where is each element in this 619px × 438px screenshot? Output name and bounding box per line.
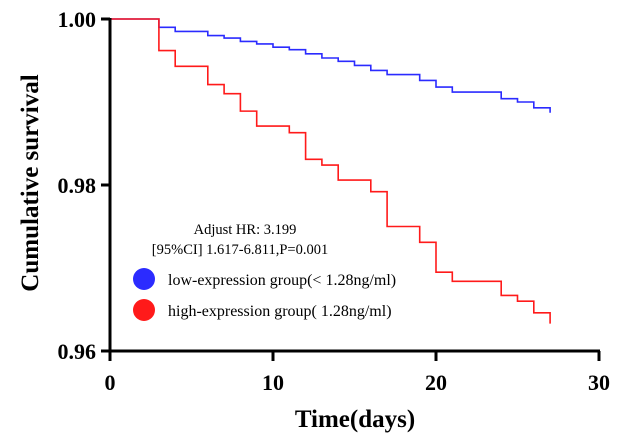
high-expression-survival-line xyxy=(110,18,551,324)
x-tick-label: 10 xyxy=(262,370,284,395)
x-axis-title: Time(days) xyxy=(295,406,415,433)
ci-annotation: [95%CI] 1.617-6.811,P=0.001 xyxy=(152,242,328,258)
legend-marker-high xyxy=(133,299,155,321)
legend-marker-low xyxy=(133,268,155,290)
y-axis-title: Cumulative survival xyxy=(17,74,44,291)
low-expression-survival-line xyxy=(110,18,551,113)
legend-label-low: low-expression group(< 1.28ng/ml) xyxy=(168,272,396,289)
y-tick-label: 1.00 xyxy=(58,7,97,32)
y-tick-label: 0.98 xyxy=(58,173,97,198)
plot-series-group xyxy=(110,18,551,324)
y-tick-label: 0.96 xyxy=(58,339,97,364)
x-tick-label: 0 xyxy=(105,370,116,395)
legend-label-high: high-expression group( 1.28ng/ml) xyxy=(168,303,392,320)
hr-annotation: Adjust HR: 3.199 xyxy=(194,222,297,238)
x-tick-label: 30 xyxy=(588,370,610,395)
legend: low-expression group(< 1.28ng/ml) high-e… xyxy=(133,268,396,321)
x-tick-label: 20 xyxy=(425,370,447,395)
